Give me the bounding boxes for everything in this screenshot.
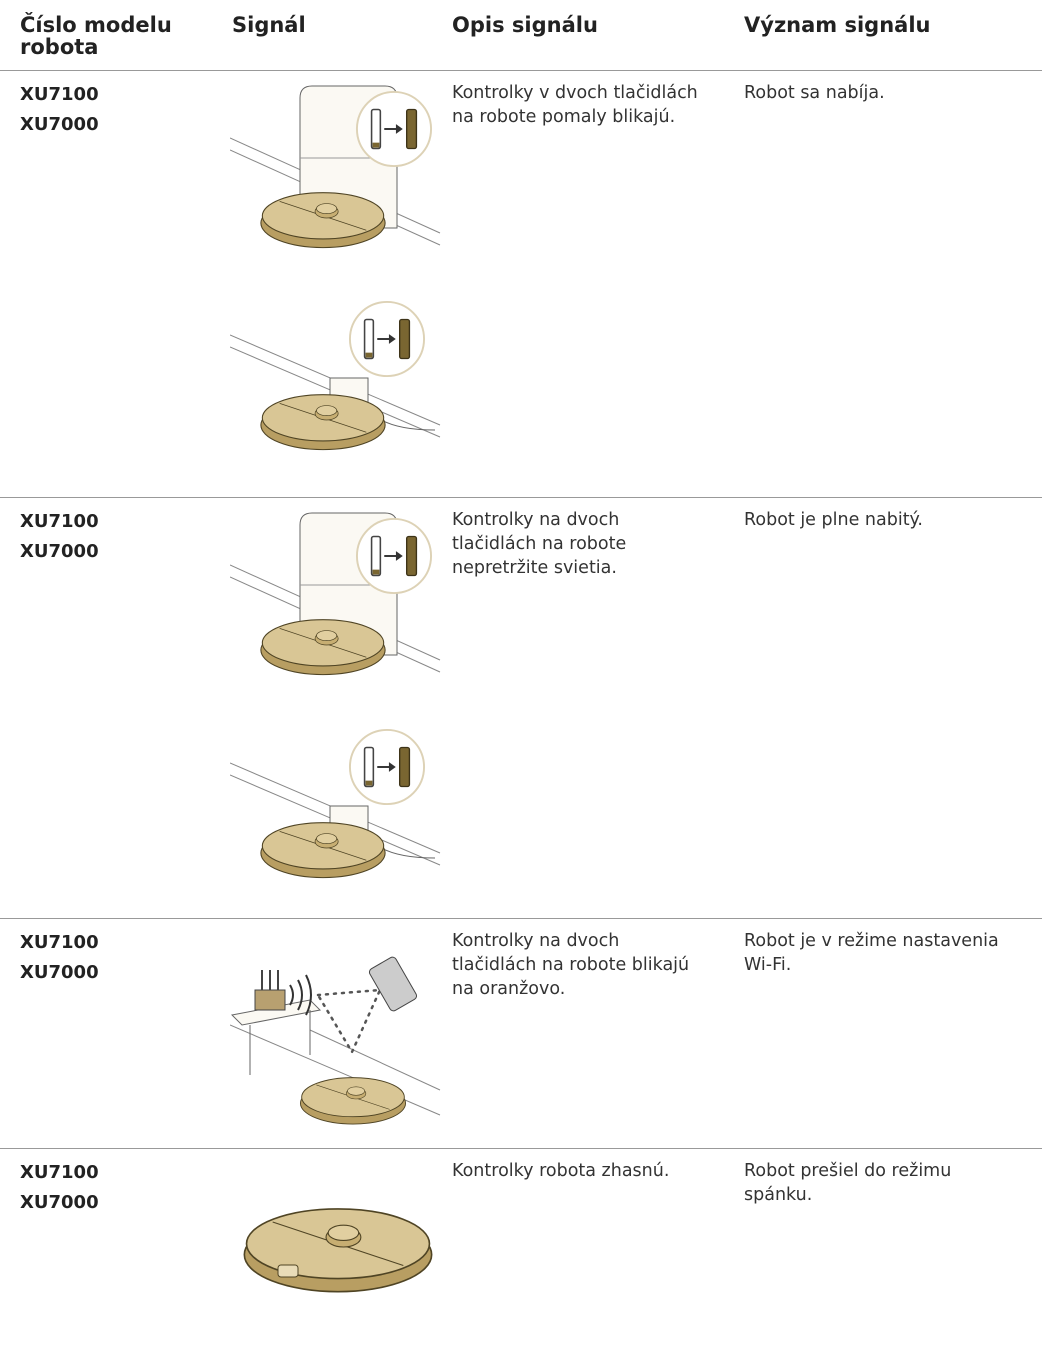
signal-meaning: spánku. (744, 1185, 813, 1205)
signal-meaning: Robot prešiel do režimu (744, 1161, 952, 1181)
model-number: XU7000 (20, 541, 99, 562)
signal-description: Kontrolky robota zhasnú. (452, 1161, 670, 1181)
model-number: XU7000 (20, 114, 99, 135)
model-number: XU7000 (20, 962, 99, 983)
signal-description: na robote pomaly blikajú. (452, 107, 676, 127)
charged-illustration (230, 512, 441, 676)
column-header: robota (20, 35, 99, 59)
row-divider (0, 497, 1042, 498)
model-number: XU7100 (20, 511, 99, 532)
model-number: XU7100 (20, 1162, 99, 1183)
signal-description: Kontrolky na dvoch (452, 510, 620, 530)
model-number: XU7000 (20, 1192, 99, 1213)
signal-meaning: Wi-Fi. (744, 955, 792, 975)
model-number: XU7100 (20, 932, 99, 953)
charged-illustration (230, 728, 441, 879)
signal-meaning: Robot je v režime nastavenia (744, 931, 999, 951)
signal-description: Kontrolky v dvoch tlačidlách (452, 83, 698, 103)
row-divider (0, 1148, 1042, 1149)
signal-meaning: Robot je plne nabitý. (744, 510, 923, 530)
charging-illustration (230, 300, 441, 451)
sleeping-robot-illustration (243, 1208, 433, 1293)
row-divider (0, 70, 1042, 71)
signal-description: na oranžovo. (452, 979, 566, 999)
column-header: Číslo modelu (20, 13, 172, 37)
wifi-illustration (230, 956, 441, 1125)
signal-description: nepretržite svietia. (452, 558, 617, 578)
signal-description: Kontrolky na dvoch (452, 931, 620, 951)
column-header: Opis signálu (452, 13, 598, 37)
column-header: Význam signálu (744, 13, 931, 37)
signal-description: tlačidlách na robote blikajú (452, 955, 690, 975)
signal-description: tlačidlách na robote (452, 534, 627, 554)
column-header: Signál (232, 13, 306, 37)
model-number: XU7100 (20, 84, 99, 105)
row-divider (0, 918, 1042, 919)
charging-illustration (230, 85, 441, 249)
signal-meaning: Robot sa nabíja. (744, 83, 885, 103)
